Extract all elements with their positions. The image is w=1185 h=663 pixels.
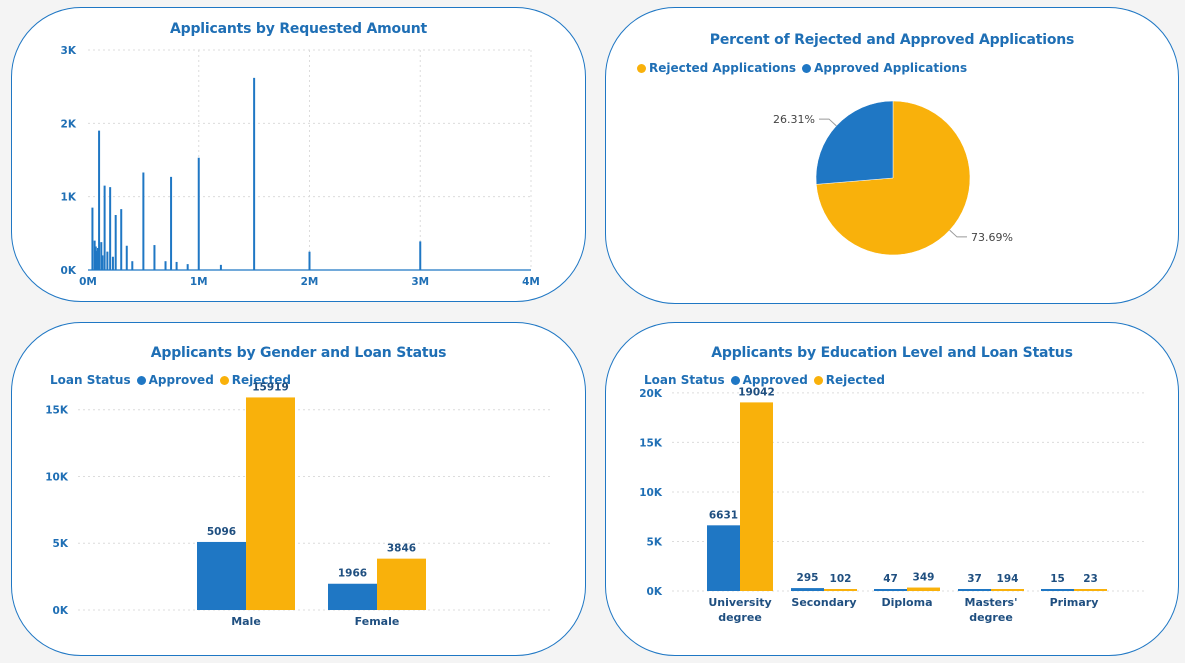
pie-chart-title: Percent of Rejected and Approved Applica… (709, 32, 1075, 48)
edu-chart-card: Applicants by Education Level and Loan S… (605, 322, 1179, 656)
category-label: degree (718, 611, 762, 624)
x-tick-label: 2M (301, 276, 319, 288)
bar-data-label: 295 (797, 572, 819, 584)
gender-chart-svg: 0K 5K 10K 15K 5096 15919 Male 1966 3846 Female (45, 381, 552, 628)
bar-data-label: 1966 (338, 568, 367, 580)
bar-data-label: 194 (997, 573, 1019, 585)
legend-dot-rejected (219, 375, 229, 385)
bar-approved (874, 589, 907, 591)
pie-chart-card: Percent of Rejected and Approved Applica… (605, 7, 1179, 304)
edu-legend-title: Loan Status (644, 373, 725, 387)
y-tick-label: 5K (647, 536, 663, 548)
pie-chart-svg: 73.69% 26.31% (773, 100, 1013, 256)
bar-data-label: 15919 (252, 381, 289, 393)
gender-legend: Loan Status Approved Rejected (50, 373, 297, 387)
gender-chart-title: Applicants by Gender and Loan Status (150, 345, 447, 361)
y-tick-label: 1K (61, 192, 77, 204)
y-tick-label: 0K (61, 265, 77, 277)
category-label: Female (355, 615, 400, 628)
gender-chart-card: Applicants by Gender and Loan Status Loa… (11, 322, 586, 656)
bar-data-label: 47 (883, 573, 898, 585)
legend-dot-rejected (637, 63, 646, 73)
x-tick-label: 1M (190, 276, 208, 288)
bar-rejected (377, 558, 426, 610)
category-label: Masters' (965, 596, 1018, 609)
legend-dot-rejected (813, 375, 823, 385)
pie-leader-line (949, 229, 967, 238)
bar-rejected (824, 589, 857, 591)
y-tick-label: 5K (53, 538, 69, 550)
category-label: degree (969, 611, 1013, 624)
x-tick-label: 4M (522, 276, 540, 288)
y-tick-label: 15K (45, 405, 69, 417)
category-label: Diploma (882, 596, 933, 609)
bar-data-label: 23 (1083, 573, 1098, 585)
pie-slice-approved (815, 100, 894, 185)
amount-chart-title: Applicants by Requested Amount (170, 21, 427, 37)
pie-leader-line (819, 118, 837, 127)
bar-approved (197, 541, 246, 610)
edu-chart-title: Applicants by Education Level and Loan S… (711, 345, 1073, 361)
legend-dot-approved (802, 63, 812, 73)
category-label: Male (231, 615, 261, 628)
bar-approved (707, 525, 740, 591)
amount-chart-card: Applicants by Requested Amount 0K 1K 2K 3K 0… (11, 7, 586, 302)
y-tick-label: 2K (61, 118, 77, 130)
x-tick-label: 0M (79, 276, 97, 288)
category-label: Secondary (791, 596, 856, 609)
legend-dot-approved (730, 375, 740, 385)
legend-item-approved[interactable]: Approved (136, 373, 214, 387)
legend-label-rejected: Rejected (231, 373, 292, 387)
bar-data-label: 5096 (207, 526, 236, 538)
bar-data-label: 37 (967, 573, 982, 585)
y-tick-label: 3K (61, 45, 77, 57)
y-tick-label: 10K (639, 487, 663, 499)
bar-data-label: 349 (913, 572, 935, 584)
bar-approved (1041, 589, 1074, 591)
legend-label-approved: Approved Applications (814, 61, 968, 75)
bar-rejected (246, 397, 295, 610)
bar-approved (958, 589, 991, 591)
gender-legend-title: Loan Status (50, 373, 131, 387)
category-label: Primary (1050, 596, 1099, 609)
bar-data-label: 19042 (738, 386, 775, 398)
bar-data-label: 3846 (387, 543, 416, 555)
legend-label-rejected: Rejected (825, 373, 886, 387)
y-tick-label: 0K (53, 605, 69, 617)
legend-label-rejected: Rejected Applications (649, 61, 797, 75)
pie-data-label: 73.69% (971, 231, 1013, 244)
y-tick-label: 0K (647, 586, 663, 598)
y-tick-label: 20K (639, 388, 663, 400)
edu-chart-svg: 0K 5K 10K 15K 20K 6631 19042 University degree 29… (639, 386, 1146, 624)
legend-dot-approved (136, 375, 146, 385)
bar-data-label: 15 (1050, 573, 1065, 585)
legend-label-approved: Approved (742, 373, 808, 387)
bar-rejected (907, 587, 940, 591)
y-tick-label: 15K (639, 437, 663, 449)
bar-data-label: 6631 (709, 509, 738, 521)
bar-approved (328, 583, 377, 610)
legend-item-rejected[interactable]: Rejected (813, 373, 886, 387)
bar-rejected (740, 402, 773, 591)
bar-rejected (1074, 589, 1107, 591)
pie-legend: Rejected Applications Approved Applicati… (637, 61, 973, 75)
pie-data-label: 26.31% (773, 113, 815, 126)
y-tick-label: 10K (45, 471, 69, 483)
bar-approved (791, 588, 824, 591)
bar-data-label: 102 (830, 573, 852, 585)
amount-chart-svg: 0K 1K 2K 3K 0M 1M 2M 3M 4M (61, 45, 540, 288)
x-tick-label: 3M (411, 276, 429, 288)
legend-item-rejected[interactable]: Rejected Applications (637, 61, 796, 75)
bar-rejected (991, 589, 1024, 591)
edu-legend: Loan Status Approved Rejected (644, 373, 891, 387)
legend-item-approved[interactable]: Approved Applications (802, 61, 967, 75)
legend-item-rejected[interactable]: Rejected (219, 373, 292, 387)
legend-item-approved[interactable]: Approved (730, 373, 808, 387)
legend-label-approved: Approved (148, 373, 214, 387)
category-label: University (708, 596, 771, 609)
